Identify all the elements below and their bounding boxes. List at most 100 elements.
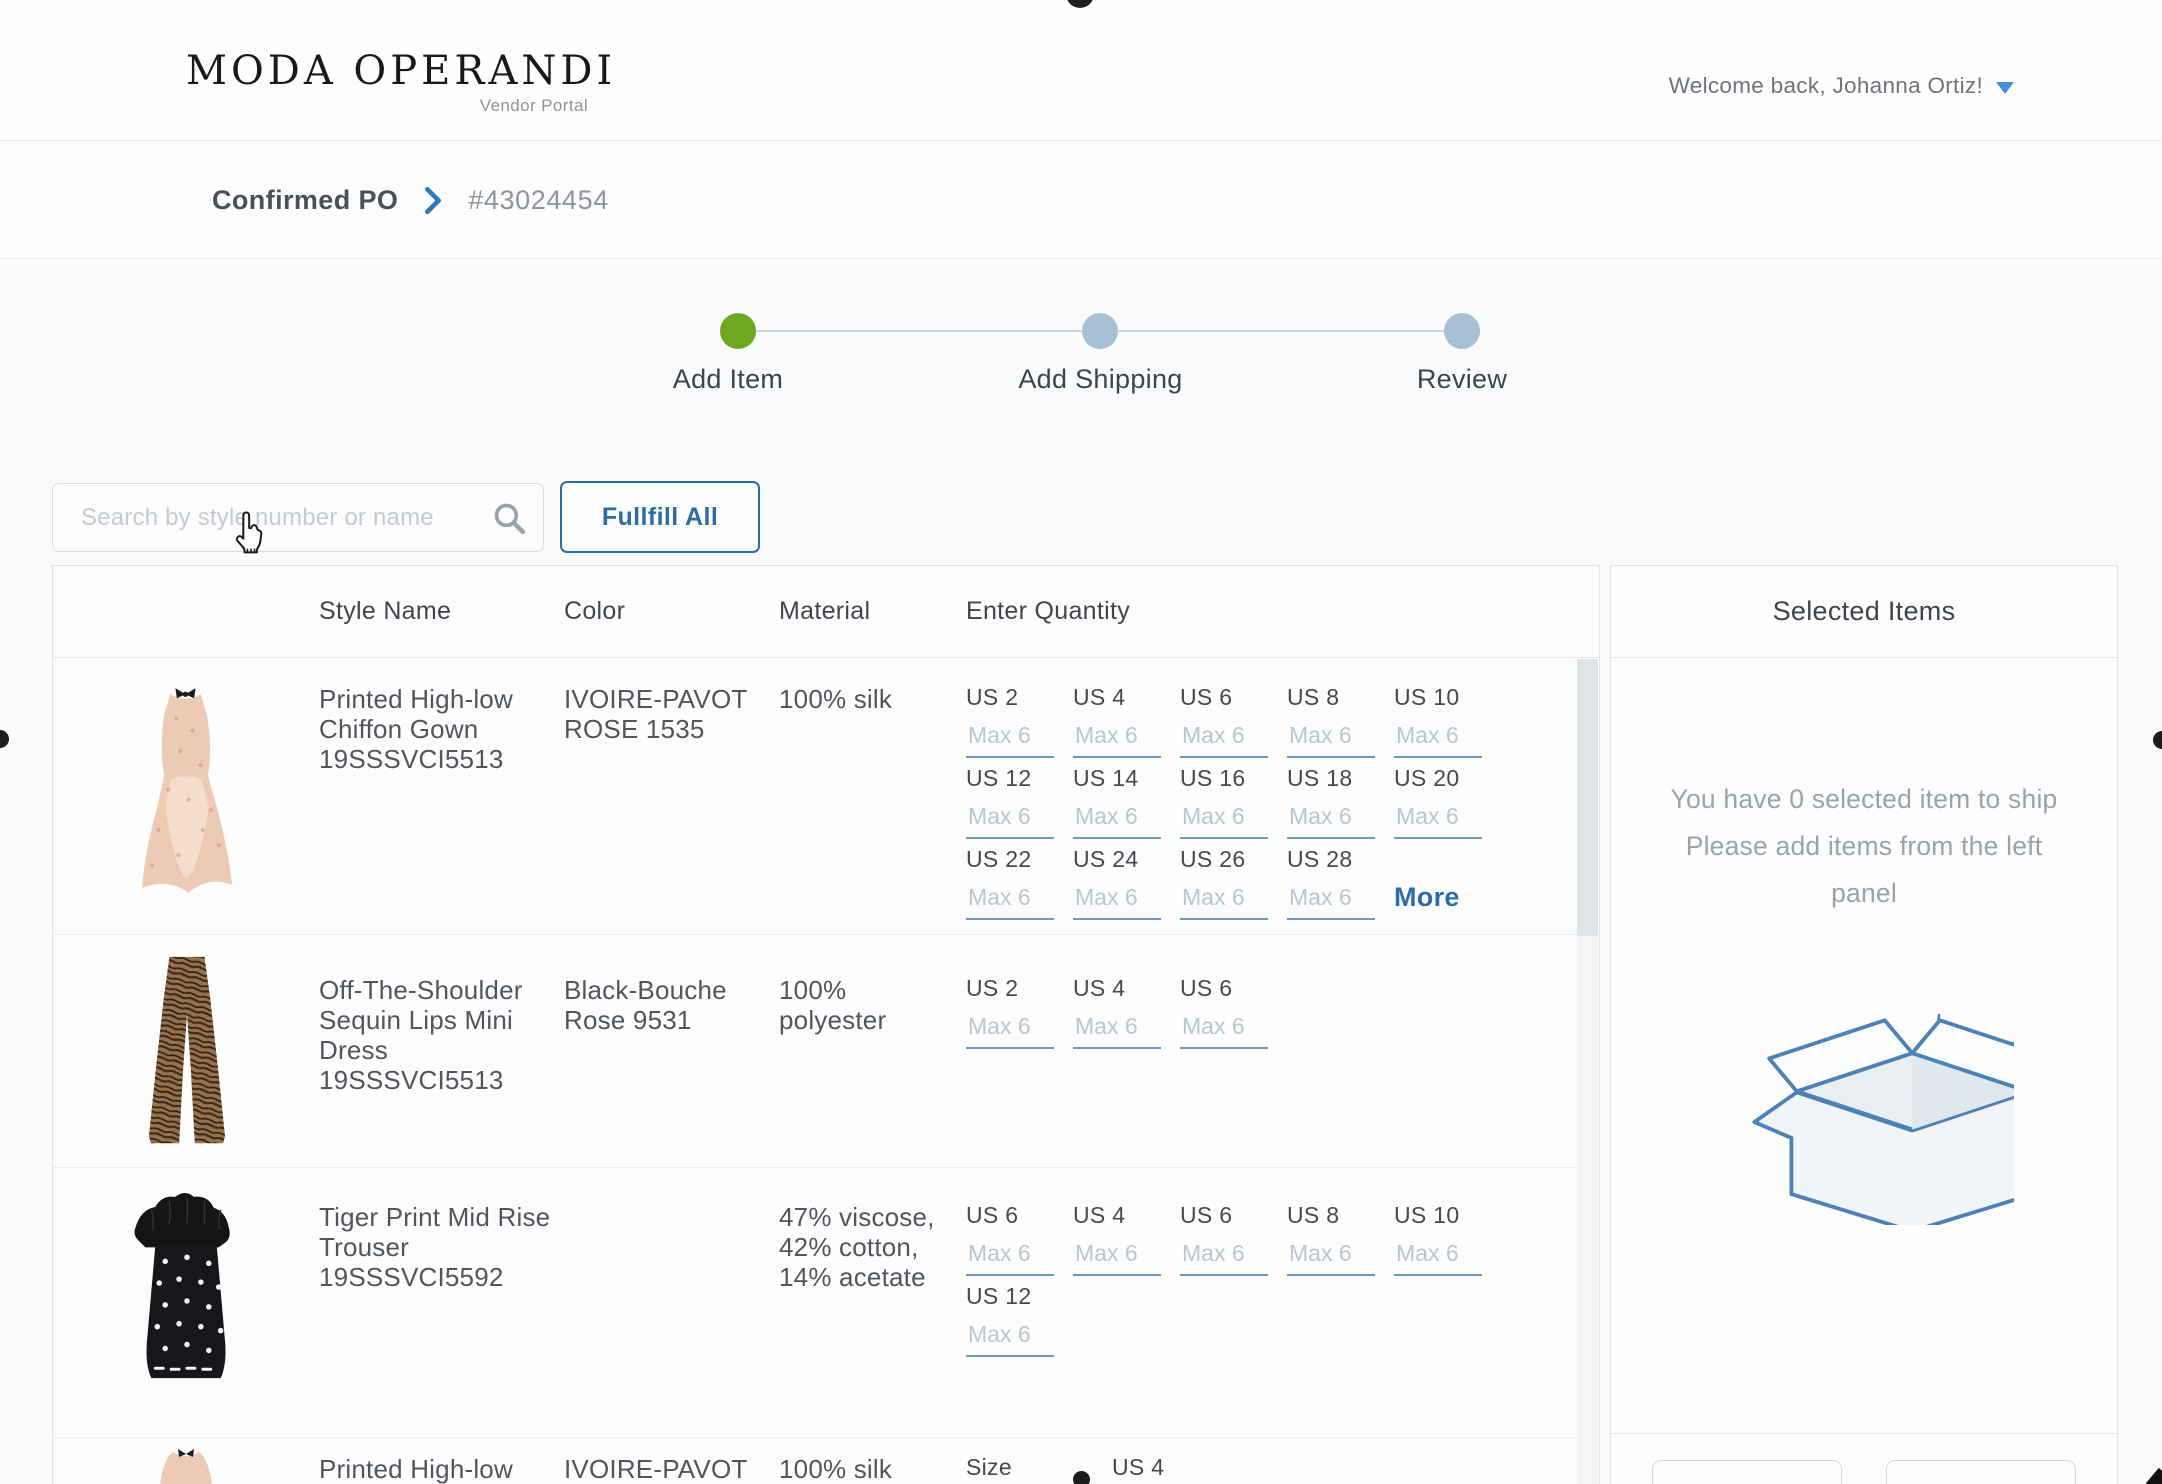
size-label: US 2: [966, 975, 1019, 1001]
quantity-input[interactable]: [1073, 1236, 1161, 1276]
quantity-input[interactable]: [966, 799, 1054, 839]
stepper-connector: [756, 330, 1083, 332]
size-quantity-cell: US 16: [1180, 765, 1287, 846]
size-label: US 22: [966, 846, 1032, 872]
size-quantity-cell: US 6: [1180, 975, 1287, 1056]
quantity-input[interactable]: [1180, 1009, 1268, 1049]
quantity-input[interactable]: [1180, 718, 1268, 758]
color-value: IVOIRE-PAVOT ROSE 1535: [564, 684, 748, 744]
size-column-header: Size: [966, 1454, 1012, 1480]
search-icon[interactable]: [492, 501, 527, 541]
col-style-name: Style Name: [319, 597, 452, 625]
color-value: [564, 1168, 779, 1202]
table-row: Printed High-low IVOIRE-PAVOT 100% silk …: [53, 1438, 1599, 1484]
size-label: US 24: [1073, 846, 1139, 872]
size-label: US 26: [1180, 846, 1246, 872]
fulfill-all-button[interactable]: Fullfill All: [560, 481, 760, 553]
col-color: Color: [564, 597, 626, 625]
size-quantity-cell: US 18: [1287, 765, 1394, 846]
quantity-input[interactable]: [1287, 718, 1375, 758]
material-value: 100% silk: [779, 1454, 893, 1484]
size-quantity-cell: US 6: [966, 1202, 1073, 1283]
more-sizes-cell: More: [1394, 846, 1501, 927]
quantity-input[interactable]: [966, 880, 1054, 920]
breadcrumb-po-number: #43024454: [468, 185, 609, 215]
size-label: US 20: [1394, 765, 1460, 791]
quantity-input[interactable]: [1180, 1236, 1268, 1276]
quantity-input[interactable]: [1073, 799, 1161, 839]
empty-state-message: You have 0 selected item to ship Please …: [1670, 784, 2058, 908]
size-label: US 6: [966, 1202, 1019, 1228]
quantity-input[interactable]: [966, 1009, 1054, 1049]
quantity-input[interactable]: [1180, 880, 1268, 920]
size-quantity-cell: US 24: [1073, 846, 1180, 927]
table-scrollbar-track[interactable]: [1577, 659, 1598, 1484]
col-enter-quantity: Enter Quantity: [966, 597, 1131, 625]
size-quantity-cell: US 28: [1287, 846, 1394, 927]
size-quantity-cell: US 6: [1180, 1202, 1287, 1283]
cancel-button[interactable]: Cancel: [1652, 1460, 1842, 1484]
size-quantity-cell: US 8: [1287, 684, 1394, 765]
brand-logo: MODA OPERANDI Vendor Portal: [186, 48, 617, 116]
quantity-input[interactable]: [1394, 799, 1482, 839]
size-label: US 28: [1287, 846, 1353, 872]
table-row: Tiger Print Mid Rise Trouser 19SSSVCI559…: [53, 1168, 1599, 1438]
color-value: Black-Bouche Rose 9531: [564, 975, 727, 1035]
account-menu[interactable]: Welcome back, Johanna Ortiz!: [1669, 73, 2014, 99]
screen-artifact-dot: [1066, 0, 1094, 8]
size-label: US 10: [1394, 1202, 1460, 1228]
size-label: US 12: [966, 1283, 1032, 1309]
quantity-input[interactable]: [966, 1317, 1054, 1357]
quantity-input[interactable]: [966, 1236, 1054, 1276]
size-quantity-cell: US 12: [966, 1283, 1073, 1364]
style-name: Off-The-Shoulder Sequin Lips Mini Dress …: [319, 975, 523, 1095]
material-value: 47% viscose, 42% cotton, 14% acetate: [779, 1202, 935, 1292]
next-button[interactable]: Next: [1886, 1460, 2076, 1484]
product-image-sequin-trouser: [53, 951, 319, 1151]
quantity-input[interactable]: [1394, 1236, 1482, 1276]
size-label: US 12: [966, 765, 1032, 791]
logo-wordmark: MODA OPERANDI: [186, 48, 617, 94]
mouse-cursor-hand: [230, 510, 268, 561]
breadcrumb: Confirmed PO #43024454: [212, 142, 609, 259]
size-quantity-cell: US 14: [1073, 765, 1180, 846]
quantity-input[interactable]: [966, 718, 1054, 758]
size-quantity-cell: US 4: [1073, 1202, 1180, 1283]
breadcrumb-confirmed-po[interactable]: Confirmed PO: [212, 185, 399, 215]
empty-box-icon: [1752, 1013, 2014, 1225]
quantity-input[interactable]: [1394, 718, 1482, 758]
stepper-connector: [1118, 330, 1445, 332]
quantity-input[interactable]: [1287, 799, 1375, 839]
quantity-input[interactable]: [1180, 799, 1268, 839]
selected-items-title: Selected Items: [1611, 566, 2117, 658]
po-items-table: Style Name Color Material Enter Quantity: [52, 565, 1600, 1484]
quantity-input[interactable]: [1073, 1009, 1161, 1049]
size-quantity-cell: US 6: [1180, 684, 1287, 765]
size-quantity-cell: US 10: [1394, 1202, 1501, 1283]
size-quantity-cell: US 12: [966, 765, 1073, 846]
product-image-heart-dress: [53, 1188, 319, 1396]
size-quantity-cell: US 26: [1180, 846, 1287, 927]
more-sizes-link[interactable]: More: [1394, 882, 1460, 912]
quantity-input[interactable]: [1073, 880, 1161, 920]
step-add-item-circle: [720, 313, 756, 349]
quantity-input[interactable]: [1287, 1236, 1375, 1276]
screen-artifact-dot: [0, 730, 9, 748]
selected-items-panel: Selected Items You have 0 selected item …: [1610, 565, 2118, 1484]
col-material: Material: [779, 597, 871, 625]
chevron-right-icon: [424, 187, 442, 214]
chevron-down-icon: [1996, 82, 2014, 94]
material-value: 100% polyester: [779, 975, 887, 1035]
search-input[interactable]: [53, 484, 543, 551]
quantity-input[interactable]: [1287, 880, 1375, 920]
quantity-input[interactable]: [1073, 718, 1161, 758]
size-quantity-cell: US 4: [1112, 1454, 1164, 1484]
table-scrollbar-thumb[interactable]: [1577, 659, 1598, 936]
panel-footer: Cancel Next: [1611, 1433, 2117, 1484]
welcome-text: Welcome back, Johanna Ortiz!: [1668, 73, 1983, 98]
table-row: Off-The-Shoulder Sequin Lips Mini Dress …: [53, 935, 1599, 1168]
app-header: MODA OPERANDI Vendor Portal Welcome back…: [0, 0, 2162, 141]
style-name: Printed High-low: [319, 1454, 513, 1484]
quantity-grid: US 2 US 4 US 6: [966, 935, 1599, 1056]
size-label: US 14: [1073, 765, 1139, 791]
